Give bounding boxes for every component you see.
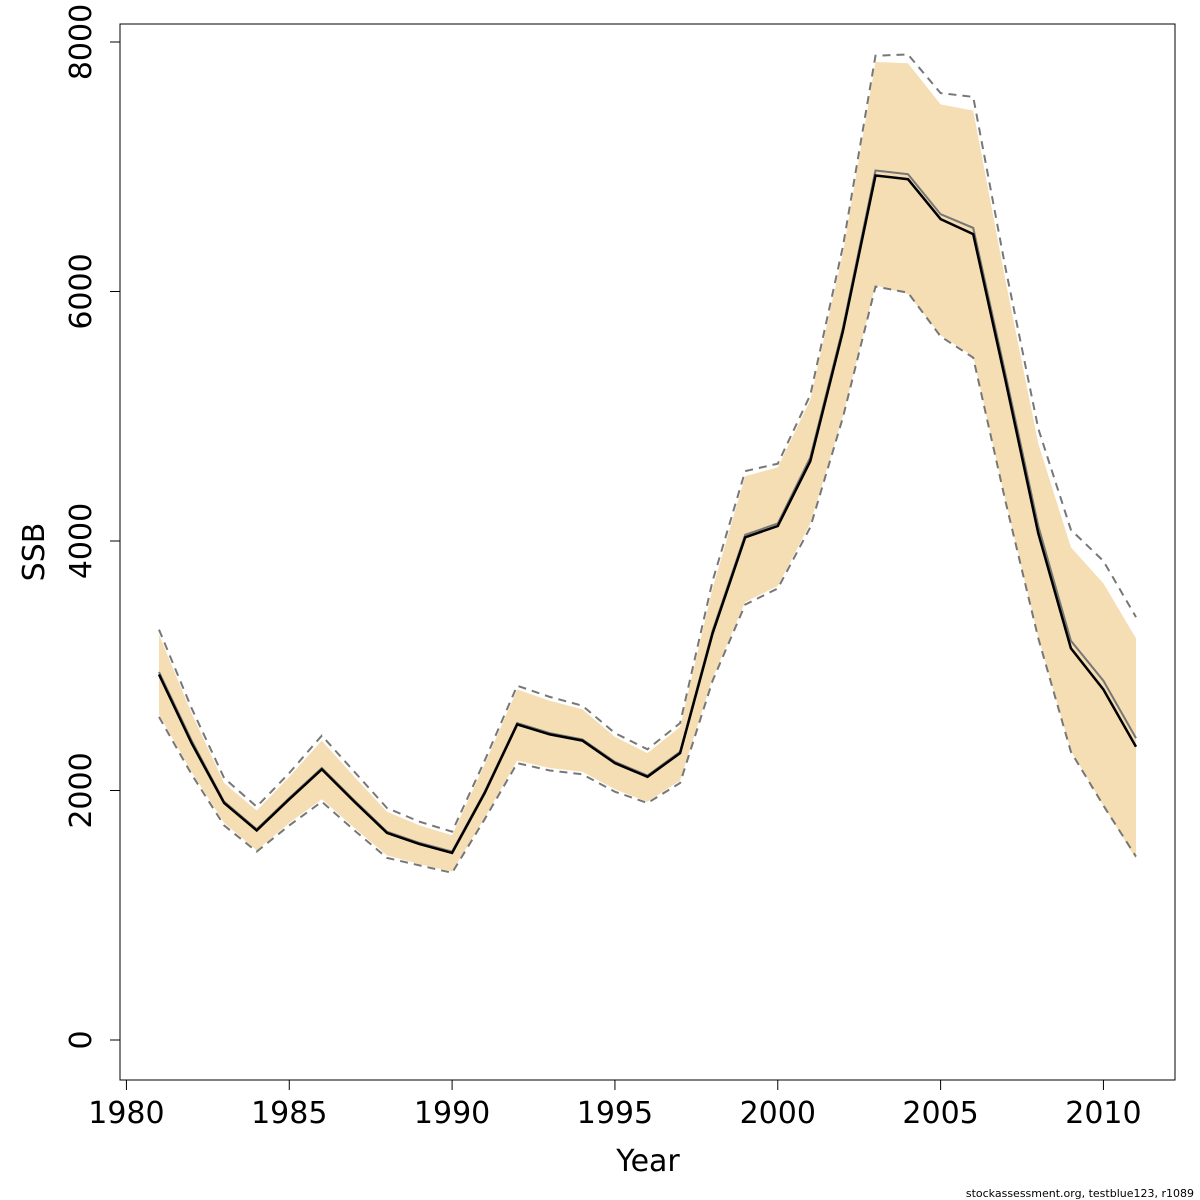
y-tick-label: 2000 (64, 752, 99, 828)
x-tick-label: 1980 (88, 1096, 164, 1131)
series-line-layer (157, 53, 1138, 874)
confidence-band (159, 62, 1136, 872)
y-axis-title: SSB (17, 523, 52, 582)
x-axis-title: Year (615, 1144, 680, 1179)
upper-ci-dashed-line (158, 53, 1137, 833)
x-tick-label: 2010 (1065, 1096, 1141, 1131)
x-tick-label: 2005 (902, 1096, 978, 1131)
plot-frame (119, 23, 1176, 1081)
x-tick-label: 1990 (414, 1096, 490, 1131)
x-tick-label: 2000 (740, 1096, 816, 1131)
footer-credit: stockassessment.org, testblue123, r1089 (966, 1187, 1194, 1200)
x-tick-label: 1995 (577, 1096, 653, 1131)
lower-ci-dashed-line (158, 285, 1137, 874)
y-tick-label: 4000 (64, 503, 99, 579)
x-axis: 1980 1985 1990 1995 2000 2005 2010 (88, 1079, 1142, 1131)
x-tick-label: 1985 (251, 1096, 327, 1131)
y-tick-label: 0 (64, 1030, 99, 1049)
y-axis: 0 2000 4000 6000 8000 (64, 4, 121, 1050)
estimate-ssb-line (157, 174, 1138, 855)
confidence-band-layer (159, 62, 1136, 872)
y-tick-label: 6000 (64, 253, 99, 329)
y-tick-label: 8000 (64, 4, 99, 80)
